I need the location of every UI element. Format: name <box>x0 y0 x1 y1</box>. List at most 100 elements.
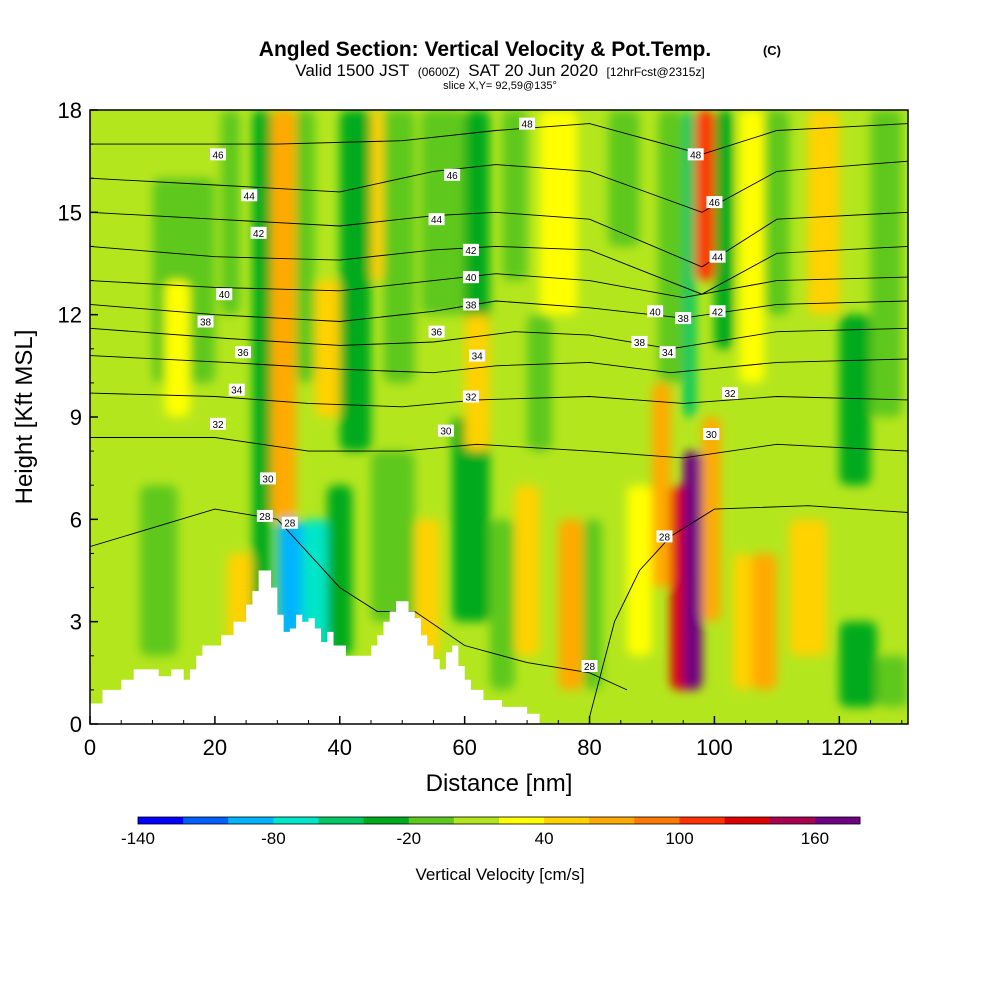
colorbar-swatch <box>769 817 816 824</box>
contour-label: 46 <box>709 198 721 209</box>
velocity-cell <box>514 485 540 656</box>
contour-label-box <box>675 312 692 325</box>
colorbar-swatch <box>228 817 274 824</box>
contour-label: 36 <box>431 328 443 339</box>
y-tick-label: 15 <box>58 200 82 225</box>
contour-label-box <box>197 315 214 328</box>
contour-label-box <box>210 417 227 430</box>
colorbar-swatch <box>814 817 861 824</box>
theta-contour-42 <box>90 245 908 295</box>
chart-title: Angled Section: Vertical Velocity & Pot.… <box>259 38 711 61</box>
theta-contour-36 <box>90 327 908 350</box>
contour-label-box <box>709 305 726 318</box>
y-axis-label: Height [Kft MSL] <box>11 330 38 505</box>
y-tick-label: 12 <box>58 303 82 328</box>
velocity-cell <box>839 621 877 707</box>
colorbar-ticks: -140 -80 -20 40 100 160 <box>121 829 829 848</box>
theta-contour-34 <box>90 355 908 374</box>
contour-label: 30 <box>262 474 274 485</box>
chart-title-mark: (C) <box>763 43 781 58</box>
colorbar-swatch <box>679 817 726 824</box>
contour-label: 48 <box>522 120 534 131</box>
contour-label-box <box>462 243 479 256</box>
colorbar-swatch <box>634 817 680 824</box>
contour-label-box <box>241 189 258 202</box>
velocity-cell <box>733 553 752 690</box>
contour-label: 28 <box>284 519 296 530</box>
velocity-cell <box>839 314 871 486</box>
y-tick-label: 18 <box>58 98 82 123</box>
y-tick-label: 6 <box>70 507 82 532</box>
velocity-cell <box>608 110 640 247</box>
contour-label-box <box>210 148 227 161</box>
contour-label-box <box>216 288 233 301</box>
contour-label: 42 <box>253 229 265 240</box>
contour-label-box <box>234 346 251 359</box>
velocity-cell <box>296 110 315 383</box>
colorbar-swatch <box>499 817 545 824</box>
colorbar-tick-label: 100 <box>665 829 693 848</box>
contour-label-box <box>706 196 723 209</box>
velocity-field <box>139 110 908 724</box>
contour-label-box <box>709 250 726 263</box>
contour-label: 38 <box>200 317 212 328</box>
velocity-cell <box>420 110 465 315</box>
y-tick-label: 3 <box>70 610 82 635</box>
velocity-cell <box>452 417 490 622</box>
velocity-cell <box>383 110 415 383</box>
velocity-cell <box>764 110 790 315</box>
contour-label-box <box>428 213 445 226</box>
slice-label: slice X,Y= 92,59@135° <box>443 80 557 92</box>
theta-contour-30 <box>90 437 908 459</box>
contour-label-box <box>428 325 445 338</box>
velocity-cell <box>539 110 578 315</box>
colorbar-tick-label: -80 <box>261 829 286 848</box>
colorbar-swatch <box>318 817 365 824</box>
contour-label-box <box>659 346 676 359</box>
theta-contour-28 <box>90 508 628 691</box>
colorbar-tick-label: -20 <box>396 829 421 848</box>
colorbar-swatch <box>363 817 410 824</box>
velocity-cell <box>683 110 696 417</box>
colorbar-swatch <box>183 817 229 824</box>
contour-label: 34 <box>231 386 243 397</box>
y-tick-label: 0 <box>70 712 82 737</box>
velocity-cell <box>658 110 684 383</box>
theta-contours <box>90 123 908 718</box>
contour-label-box <box>228 383 245 396</box>
contour-label-box <box>687 148 704 161</box>
x-axis: 0 20 40 60 80 100 120 <box>84 716 903 760</box>
velocity-cell <box>701 417 721 622</box>
colorbar-swatch <box>408 817 455 824</box>
contour-label: 42 <box>712 307 724 318</box>
contour-label-box <box>281 516 298 529</box>
velocity-cell <box>370 110 384 281</box>
x-tick-label: 40 <box>328 735 352 760</box>
contour-label: 40 <box>650 307 662 318</box>
subtitle-forecast: [12hrFcst@2315z] <box>607 65 705 79</box>
x-axis-label: Distance [nm] <box>426 770 573 797</box>
contour-label-box <box>437 424 454 437</box>
contour-label: 40 <box>219 290 231 301</box>
theta-contour-48 <box>90 123 908 155</box>
contour-label: 38 <box>678 314 690 325</box>
colorbar-swatch <box>724 817 771 824</box>
velocity-cell <box>489 519 515 690</box>
colorbar-swatch <box>453 817 500 824</box>
contour-label: 44 <box>431 215 443 226</box>
contour-label-box <box>631 335 648 348</box>
contour-label: 34 <box>662 348 674 359</box>
velocity-cell <box>139 485 178 656</box>
contour-label: 38 <box>634 338 646 349</box>
contour-label: 46 <box>447 171 459 182</box>
contour-label-box <box>656 530 673 543</box>
velocity-cell <box>414 519 440 656</box>
contour-label: 44 <box>244 191 256 202</box>
contour-label-box <box>444 168 461 181</box>
velocity-cell <box>876 655 908 707</box>
velocity-cell <box>370 451 415 622</box>
contour-label-box <box>703 428 720 441</box>
contour-label-box <box>469 349 486 362</box>
velocity-cell <box>751 553 777 690</box>
